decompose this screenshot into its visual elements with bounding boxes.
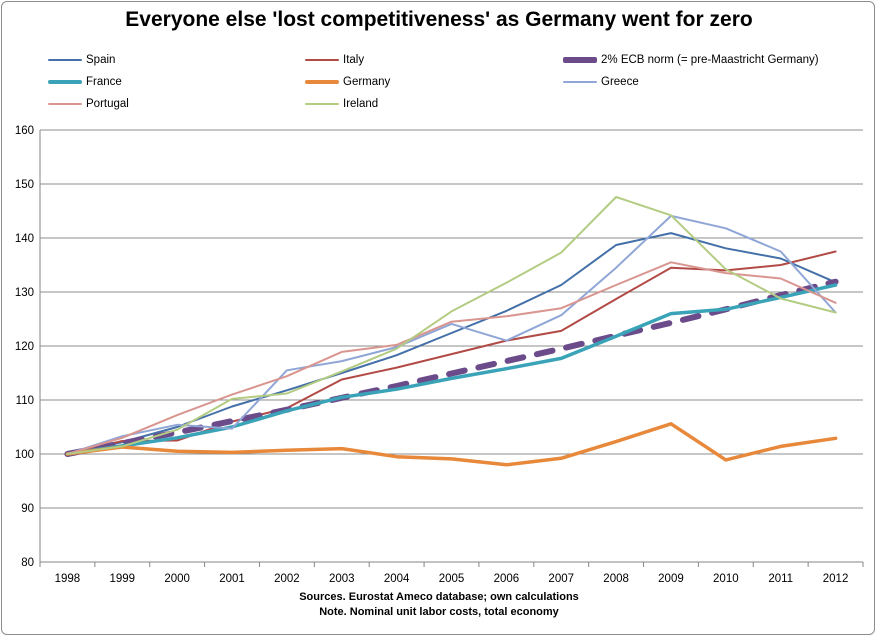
x-tick-label: 2000 [164, 573, 190, 585]
legend-item: Italy [305, 52, 364, 68]
legend-label: Greece [601, 76, 639, 88]
series-line-portugal [66, 261, 837, 455]
x-tick-label: 2010 [713, 573, 739, 585]
series-line-2 [64, 278, 839, 457]
x-tick-label: 2001 [219, 573, 245, 585]
series-line-germany [65, 422, 838, 467]
legend-swatch [305, 103, 339, 105]
legend-item: France [48, 74, 122, 90]
y-tick-label: 100 [15, 449, 34, 461]
y-tick-label: 150 [15, 179, 34, 191]
x-tick-label: 2011 [768, 573, 793, 585]
x-tick-label: 2003 [329, 573, 355, 585]
series-line-france [65, 283, 838, 456]
x-tick-label: 2004 [384, 573, 410, 585]
legend-item: Spain [48, 52, 115, 68]
legend-item: Germany [305, 74, 390, 90]
legend-label: Italy [343, 54, 365, 66]
legend-swatch [48, 59, 82, 61]
x-tick-label: 2012 [823, 573, 849, 585]
legend-label: France [86, 76, 122, 88]
chart-title: Everyone else 'lost competitiveness' as … [125, 8, 753, 31]
method-note: Note. Nominal unit labor costs, total ec… [319, 606, 559, 618]
legend-swatch [305, 80, 339, 84]
legend-item: 2% ECB norm (= pre-Maastricht Germany) [563, 52, 819, 68]
y-tick-label: 90 [21, 503, 34, 515]
y-tick-label: 130 [15, 287, 34, 299]
series-line-italy [66, 250, 837, 455]
legend-item: Greece [563, 74, 639, 90]
y-tick-label: 120 [15, 341, 34, 353]
x-tick-label: 2002 [274, 573, 300, 585]
legend-label: 2% ECB norm (= pre-Maastricht Germany) [601, 54, 819, 66]
series-line-greece [66, 214, 837, 455]
x-tick-label: 2006 [494, 573, 520, 585]
legend-label: Portugal [86, 98, 129, 110]
legend-swatch [563, 57, 597, 63]
legend-swatch [563, 81, 597, 83]
x-tick-label: 2005 [439, 573, 465, 585]
sources-note: Sources. Eurostat Ameco database; own ca… [299, 591, 579, 603]
legend-label: Ireland [343, 98, 379, 110]
legend-label: Germany [343, 76, 391, 88]
y-tick-label: 160 [15, 125, 34, 137]
series-line-spain [66, 232, 837, 455]
y-tick-label: 80 [21, 557, 34, 569]
legend-item: Portugal [48, 96, 129, 112]
legend-swatch [305, 59, 339, 61]
x-tick-label: 1998 [55, 573, 81, 585]
legend-item: Ireland [305, 96, 378, 112]
x-tick-label: 2009 [658, 573, 684, 585]
y-tick-label: 140 [15, 233, 34, 245]
legend-swatch [48, 103, 82, 105]
x-tick-label: 2008 [603, 573, 629, 585]
x-tick-label: 2007 [548, 573, 574, 585]
legend-label: Spain [86, 54, 116, 66]
x-tick-label: 1999 [110, 573, 136, 585]
series-line-ireland [66, 196, 837, 455]
legend-swatch [48, 80, 82, 84]
y-tick-label: 110 [16, 395, 34, 407]
